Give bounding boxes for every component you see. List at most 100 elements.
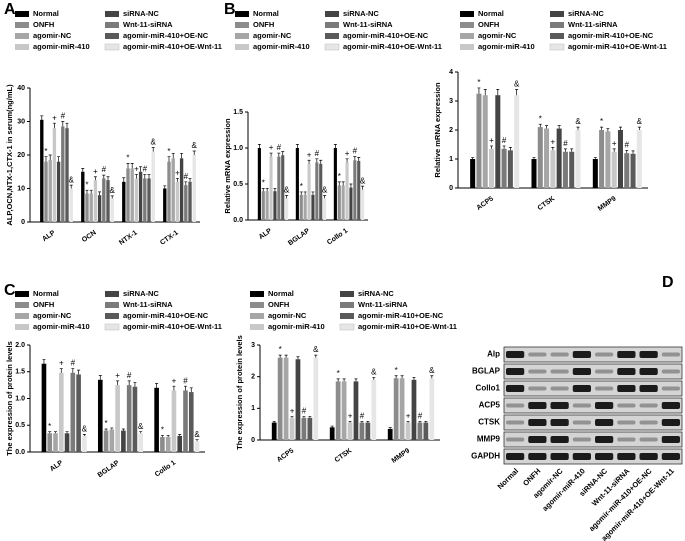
- blot-band: [506, 453, 525, 460]
- blot-band: [506, 385, 525, 392]
- legend-label: agomir-miR-410+OE-NC: [123, 311, 209, 320]
- bar: [70, 372, 76, 452]
- legend-label: agomir-NC: [33, 311, 72, 320]
- error-bar: [269, 152, 273, 157]
- bar: [265, 191, 269, 220]
- error-bar: [163, 185, 167, 189]
- error-bar: [143, 174, 147, 179]
- bar: [617, 130, 623, 188]
- legend-swatch: [235, 22, 249, 28]
- bar: [531, 159, 537, 188]
- error-bar: [631, 150, 635, 154]
- blot-band: [639, 368, 658, 375]
- error-bar: [261, 187, 265, 192]
- blot-band: [617, 453, 636, 460]
- significance-mark: *: [279, 345, 282, 354]
- bar: [58, 372, 64, 452]
- significance-mark: *: [167, 147, 170, 156]
- blot-band: [617, 385, 636, 392]
- significance-mark: #: [143, 165, 148, 174]
- y-tick-label: 3: [449, 98, 453, 105]
- significance-mark: +: [348, 411, 353, 420]
- bar: [423, 422, 429, 440]
- error-bar: [48, 154, 52, 161]
- error-bar: [545, 125, 549, 129]
- error-bar: [538, 123, 542, 128]
- bar: [387, 428, 393, 440]
- blot-band: [595, 352, 614, 357]
- legend-label: siRNA-NC: [343, 9, 379, 18]
- error-bar: [189, 387, 193, 393]
- legend-swatch: [340, 302, 354, 308]
- legend-label: Wnt-11-siRNA: [343, 20, 393, 29]
- blot-band: [661, 436, 680, 443]
- significance-mark: #: [127, 371, 132, 380]
- legend-label: agomir-NC: [253, 31, 292, 40]
- significance-mark: #: [418, 411, 423, 420]
- error-bar: [400, 375, 404, 379]
- bar: [323, 198, 327, 220]
- significance-mark: #: [315, 149, 320, 158]
- bar: [179, 158, 184, 222]
- blot-band: [550, 419, 569, 426]
- blot-band: [572, 403, 591, 408]
- error-bar: [40, 115, 44, 120]
- legend-label: agomir-miR-410+OE-Wnt-11: [123, 42, 222, 51]
- y-tick-label: 40: [17, 85, 25, 92]
- legend-swatch: [104, 43, 120, 51]
- legend-label: agomir-miR-410+OE-Wnt-11: [568, 42, 667, 51]
- error-bar: [130, 163, 134, 169]
- y-axis-label: Relative mRNA expression: [433, 82, 442, 178]
- bar: [417, 422, 423, 440]
- blot-strip: [503, 363, 683, 380]
- error-bar: [195, 439, 199, 442]
- blot-band: [617, 420, 636, 425]
- bar: [281, 155, 285, 220]
- legend-label: agomir-miR-410+OE-NC: [123, 31, 209, 40]
- blot-band: [528, 402, 547, 409]
- significance-mark: +: [307, 150, 312, 159]
- significance-mark: *: [161, 426, 164, 435]
- legend-label: agomir-miR-410+OE-Wnt-11: [358, 322, 457, 331]
- bar: [285, 198, 289, 220]
- legend-label: agomir-miR-410: [33, 42, 90, 51]
- error-bar: [314, 354, 318, 358]
- error-bar: [65, 431, 69, 434]
- bar: [311, 194, 315, 220]
- error-bar: [496, 89, 500, 96]
- legend-swatch: [460, 33, 474, 39]
- error-bar: [406, 420, 410, 423]
- error-bar: [175, 178, 179, 182]
- bar: [349, 187, 353, 220]
- bar: [315, 162, 319, 220]
- bar: [489, 148, 495, 188]
- error-bar: [637, 126, 641, 130]
- legend-swatch: [325, 11, 339, 17]
- error-bar: [273, 187, 277, 192]
- y-tick-label: 0.5: [15, 422, 25, 429]
- blot-strip: [503, 380, 683, 397]
- legend-label: ONFH: [33, 20, 54, 29]
- blot-band: [661, 352, 680, 357]
- error-bar: [139, 431, 143, 434]
- bar: [134, 178, 139, 222]
- legend-swatch: [105, 22, 119, 28]
- legend-swatch: [325, 22, 339, 28]
- error-bar: [178, 433, 182, 436]
- bar: [132, 386, 138, 452]
- bar: [188, 181, 192, 222]
- significance-mark: &: [514, 80, 520, 89]
- bar: [184, 185, 188, 222]
- legend-swatch: [15, 291, 29, 297]
- error-bar: [477, 87, 481, 94]
- error-bar: [360, 420, 364, 423]
- significance-mark: #: [302, 407, 307, 416]
- significance-mark: *: [126, 153, 129, 162]
- error-bar: [551, 147, 555, 151]
- panel-label: B: [224, 1, 236, 18]
- legend-label: ONFH: [268, 300, 289, 309]
- error-bar: [532, 157, 536, 159]
- significance-mark: &: [192, 141, 198, 150]
- error-bar: [42, 359, 46, 364]
